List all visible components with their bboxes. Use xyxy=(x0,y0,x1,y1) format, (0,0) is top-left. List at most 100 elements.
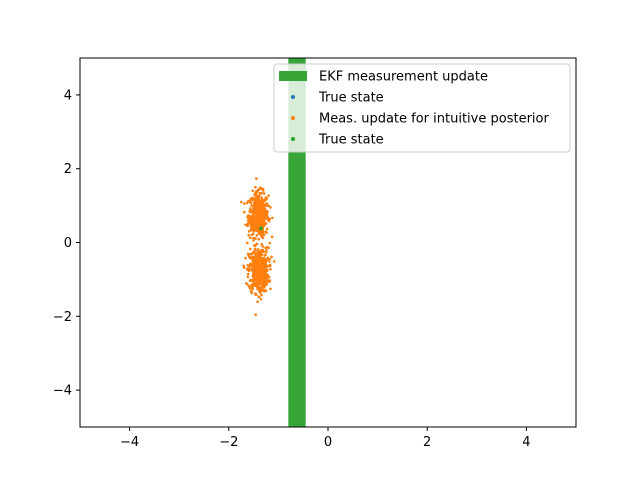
posterior-sample-point xyxy=(266,210,269,214)
posterior-sample-point xyxy=(256,300,259,304)
posterior-sample-point xyxy=(251,262,255,266)
posterior-sample-point xyxy=(271,216,274,220)
posterior-sample-point xyxy=(247,285,251,288)
posterior-sample-point xyxy=(255,242,258,246)
posterior-sample-point xyxy=(239,200,243,204)
posterior-sample-point xyxy=(253,274,257,277)
y-tick-label: −4 xyxy=(53,384,72,399)
posterior-sample-point xyxy=(261,265,265,269)
posterior-sample-point xyxy=(267,280,271,284)
posterior-sample-point xyxy=(268,241,272,245)
posterior-sample-point xyxy=(268,217,272,221)
posterior-sample-point xyxy=(246,215,249,219)
posterior-sample-point xyxy=(253,276,256,279)
posterior-sample-point xyxy=(262,205,265,208)
posterior-sample-point xyxy=(251,286,254,290)
posterior-sample-point xyxy=(268,264,272,268)
posterior-sample-point xyxy=(257,210,260,213)
legend-label: True state xyxy=(318,91,384,106)
posterior-sample-point xyxy=(250,269,254,272)
posterior-sample-point xyxy=(253,255,257,258)
posterior-sample-point xyxy=(261,286,264,290)
posterior-sample-point xyxy=(263,211,266,215)
posterior-sample-point xyxy=(266,273,269,277)
posterior-sample-point xyxy=(253,193,257,197)
posterior-sample-point xyxy=(252,215,256,219)
posterior-sample-point xyxy=(246,224,249,228)
posterior-sample-point xyxy=(268,257,271,261)
posterior-sample-point xyxy=(256,213,259,216)
posterior-sample-point xyxy=(270,255,273,259)
posterior-sample-point xyxy=(262,262,266,265)
legend-label: EKF measurement update xyxy=(319,70,488,85)
posterior-sample-point xyxy=(256,283,260,286)
posterior-sample-point xyxy=(254,217,257,221)
posterior-sample-point xyxy=(262,192,266,195)
posterior-sample-point xyxy=(248,268,252,272)
posterior-sample-point xyxy=(249,278,252,282)
posterior-sample-point xyxy=(268,260,271,263)
posterior-sample-point xyxy=(261,225,265,228)
y-tick-label: 2 xyxy=(64,162,72,177)
posterior-sample-point xyxy=(248,247,252,251)
posterior-sample-point xyxy=(253,211,257,215)
posterior-sample-point xyxy=(250,197,254,200)
posterior-sample-point xyxy=(255,202,259,206)
posterior-sample-point xyxy=(263,216,267,220)
posterior-sample-point xyxy=(255,219,259,222)
legend-swatch-band xyxy=(279,71,307,81)
posterior-sample-point xyxy=(252,221,256,225)
posterior-sample-point xyxy=(260,257,263,261)
posterior-sample-point xyxy=(255,177,258,180)
posterior-sample-point xyxy=(262,220,266,224)
posterior-sample-point xyxy=(252,239,255,242)
posterior-sample-point xyxy=(264,278,267,282)
legend: EKF measurement update True state Meas. up… xyxy=(273,63,571,153)
posterior-sample-point xyxy=(253,244,257,248)
posterior-sample-point xyxy=(255,234,259,237)
posterior-sample-point xyxy=(251,256,254,260)
legend-swatch-dot xyxy=(291,137,295,141)
posterior-sample-point xyxy=(262,281,266,284)
posterior-sample-point xyxy=(249,262,252,266)
legend-label: Meas. update for intuitive posterior xyxy=(319,112,549,127)
posterior-sample-point xyxy=(249,289,253,293)
posterior-sample-point xyxy=(250,204,253,207)
posterior-sample-point xyxy=(251,189,255,193)
posterior-sample-point xyxy=(252,197,256,200)
posterior-sample-point xyxy=(264,289,268,292)
posterior-sample-point xyxy=(256,257,260,261)
posterior-sample-point xyxy=(264,222,268,225)
posterior-sample-point xyxy=(249,224,253,228)
posterior-sample-point xyxy=(262,250,265,253)
posterior-sample-point xyxy=(261,198,264,201)
posterior-sample-point xyxy=(246,283,249,286)
posterior-sample-point xyxy=(246,241,249,245)
posterior-sample-point xyxy=(259,263,263,266)
posterior-sample-point xyxy=(242,264,245,268)
posterior-sample-point xyxy=(255,277,258,281)
posterior-sample-point xyxy=(253,229,256,232)
posterior-sample-point xyxy=(256,273,259,277)
posterior-sample-point xyxy=(270,235,274,239)
posterior-sample-point xyxy=(269,287,272,291)
posterior-sample-point xyxy=(253,278,256,281)
posterior-sample-point xyxy=(258,268,261,271)
posterior-sample-point xyxy=(262,271,265,274)
posterior-sample-point xyxy=(256,285,259,289)
posterior-sample-point xyxy=(266,256,270,260)
x-tick-label: −2 xyxy=(219,435,238,450)
posterior-sample-point xyxy=(247,221,251,225)
posterior-sample-point xyxy=(260,293,263,297)
posterior-sample-point xyxy=(272,260,276,263)
posterior-sample-point xyxy=(253,251,256,255)
posterior-sample-point xyxy=(257,251,261,255)
legend-box xyxy=(273,63,571,153)
posterior-sample-point xyxy=(254,259,258,263)
posterior-sample-point xyxy=(259,232,262,236)
posterior-sample-point xyxy=(246,272,250,276)
y-tick-label: −2 xyxy=(53,310,72,325)
posterior-sample-point xyxy=(252,281,255,285)
